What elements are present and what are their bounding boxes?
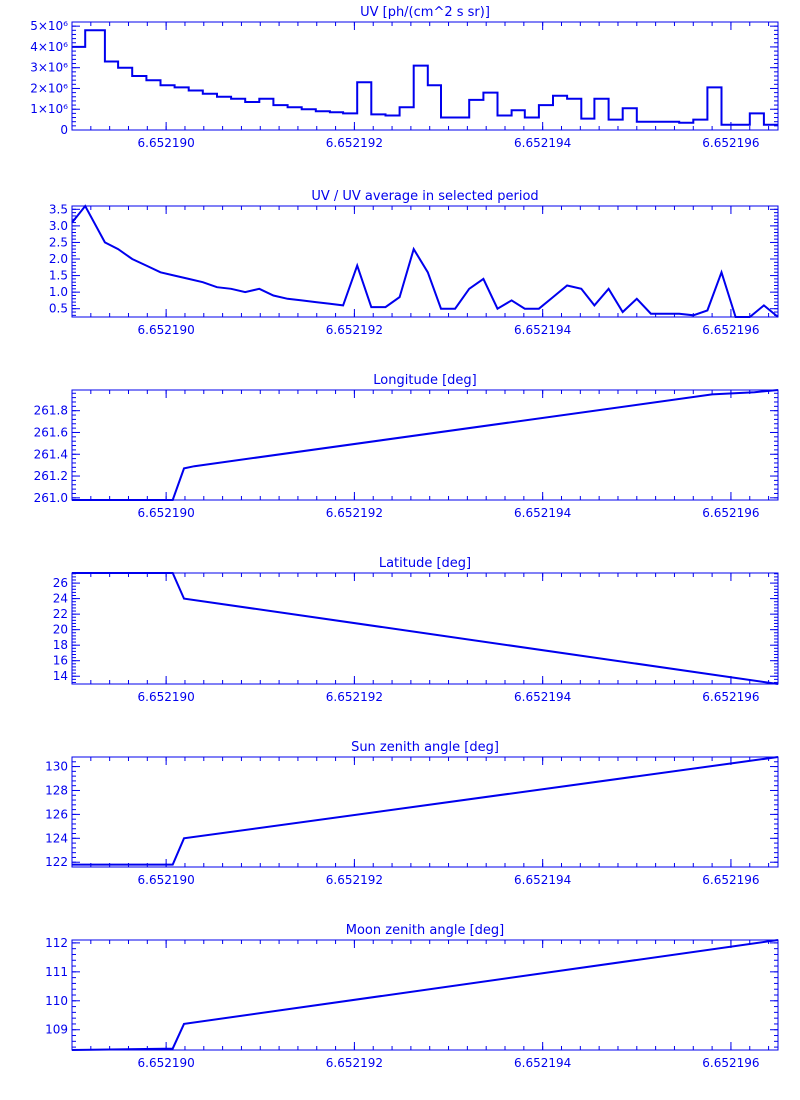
series-line — [72, 389, 779, 501]
plot-frame — [71, 939, 779, 1051]
x-tick-label: 6.652190 — [138, 506, 195, 520]
y-tick-label: 124 — [45, 831, 68, 845]
y-tick-label: 20 — [53, 623, 68, 637]
x-tick-label: 6.652190 — [138, 136, 195, 150]
x-tick-label: 6.652196 — [702, 690, 759, 704]
y-tick-label: 1.0 — [49, 285, 68, 299]
chart-5: Sun zenith angle [deg] 6.652190 6.652192 6.… — [45, 740, 779, 887]
x-tick-label: 6.652190 — [138, 690, 195, 704]
chart-2: UV / UV average in selected period 6.6521… — [49, 189, 779, 337]
y-tick-label: 2.0 — [49, 252, 68, 266]
y-tick-label: 128 — [45, 783, 68, 797]
x-tick-label: 6.652196 — [702, 873, 759, 887]
x-tick-label: 6.652192 — [326, 873, 383, 887]
y-tick-label: 5×10⁶ — [30, 19, 68, 33]
x-tick-label: 6.652190 — [138, 1056, 195, 1070]
x-tick-label: 6.652192 — [326, 136, 383, 150]
y-tick-label: 14 — [53, 669, 68, 683]
series-line — [71, 204, 779, 318]
y-tick-label: 3.0 — [49, 219, 68, 233]
chart-6: Moon zenith angle [deg] 6.652190 6.652192 6… — [45, 923, 779, 1070]
y-tick-label: 2×10⁶ — [30, 81, 68, 95]
x-tick-label: 6.652192 — [326, 323, 383, 337]
chart-title: UV / UV average in selected period — [311, 189, 538, 204]
series-line — [72, 29, 778, 126]
plot-frame — [71, 389, 779, 501]
plot-frame — [71, 21, 779, 131]
x-tick-label: 6.652194 — [514, 1056, 571, 1070]
y-tick-label: 22 — [53, 607, 68, 621]
y-tick-label: 126 — [45, 807, 68, 821]
plot-frame — [71, 205, 779, 318]
chart-title: Moon zenith angle [deg] — [346, 923, 504, 938]
series-line — [72, 572, 779, 685]
y-tick-label: 26 — [53, 576, 68, 590]
y-tick-label: 24 — [53, 592, 68, 606]
y-tick-label: 261.2 — [34, 469, 68, 483]
plot-frame — [71, 756, 779, 868]
x-tick-label: 6.652194 — [514, 690, 571, 704]
chart-4: Latitude [deg] 6.652190 6.652192 6.652194 6.… — [53, 556, 779, 704]
x-tick-label: 6.652190 — [138, 323, 195, 337]
x-tick-label: 6.652190 — [138, 873, 195, 887]
y-tick-label: 111 — [45, 965, 68, 979]
y-tick-label: 130 — [45, 760, 68, 774]
chart-3: Longitude [deg] 6.652190 6.652192 6.652194 6… — [34, 373, 779, 520]
y-tick-label: 110 — [45, 994, 68, 1008]
y-tick-label: 0 — [60, 123, 68, 137]
y-tick-label: 3.5 — [49, 202, 68, 216]
x-tick-label: 6.652192 — [326, 506, 383, 520]
y-tick-label: 2.5 — [49, 235, 68, 249]
x-tick-label: 6.652194 — [514, 873, 571, 887]
x-tick-label: 6.652194 — [514, 506, 571, 520]
y-tick-label: 112 — [45, 936, 68, 950]
y-tick-label: 1×10⁶ — [30, 102, 68, 116]
y-tick-label: 18 — [53, 638, 68, 652]
x-tick-label: 6.652196 — [702, 323, 759, 337]
y-tick-label: 16 — [53, 654, 68, 668]
chart-title: Latitude [deg] — [379, 556, 471, 571]
series-line — [72, 756, 779, 866]
plot-frame — [71, 572, 779, 685]
x-tick-label: 6.652196 — [702, 506, 759, 520]
y-tick-label: 3×10⁶ — [30, 61, 68, 75]
chart-title: UV [ph/(cm^2 s sr)] — [360, 5, 490, 20]
x-tick-label: 6.652196 — [702, 136, 759, 150]
y-tick-label: 4×10⁶ — [30, 40, 68, 54]
chart-title: Longitude [deg] — [373, 373, 476, 388]
x-tick-label: 6.652192 — [326, 690, 383, 704]
y-tick-label: 109 — [45, 1023, 68, 1037]
x-tick-label: 6.652194 — [514, 323, 571, 337]
chart-title: Sun zenith angle [deg] — [351, 740, 499, 755]
y-tick-label: 261.0 — [34, 491, 68, 505]
x-tick-label: 6.652196 — [702, 1056, 759, 1070]
y-tick-label: 1.5 — [49, 269, 68, 283]
x-tick-label: 6.652192 — [326, 1056, 383, 1070]
x-tick-label: 6.652194 — [514, 136, 571, 150]
y-tick-label: 261.6 — [34, 425, 68, 439]
y-tick-label: 261.8 — [34, 404, 68, 418]
y-tick-label: 122 — [45, 855, 68, 869]
series-line — [71, 939, 779, 1051]
y-tick-label: 261.4 — [34, 447, 68, 461]
chart-1: UV [ph/(cm^2 s sr)] 6.652190 6.652192 6.652… — [30, 5, 779, 150]
y-tick-label: 0.5 — [49, 302, 68, 316]
